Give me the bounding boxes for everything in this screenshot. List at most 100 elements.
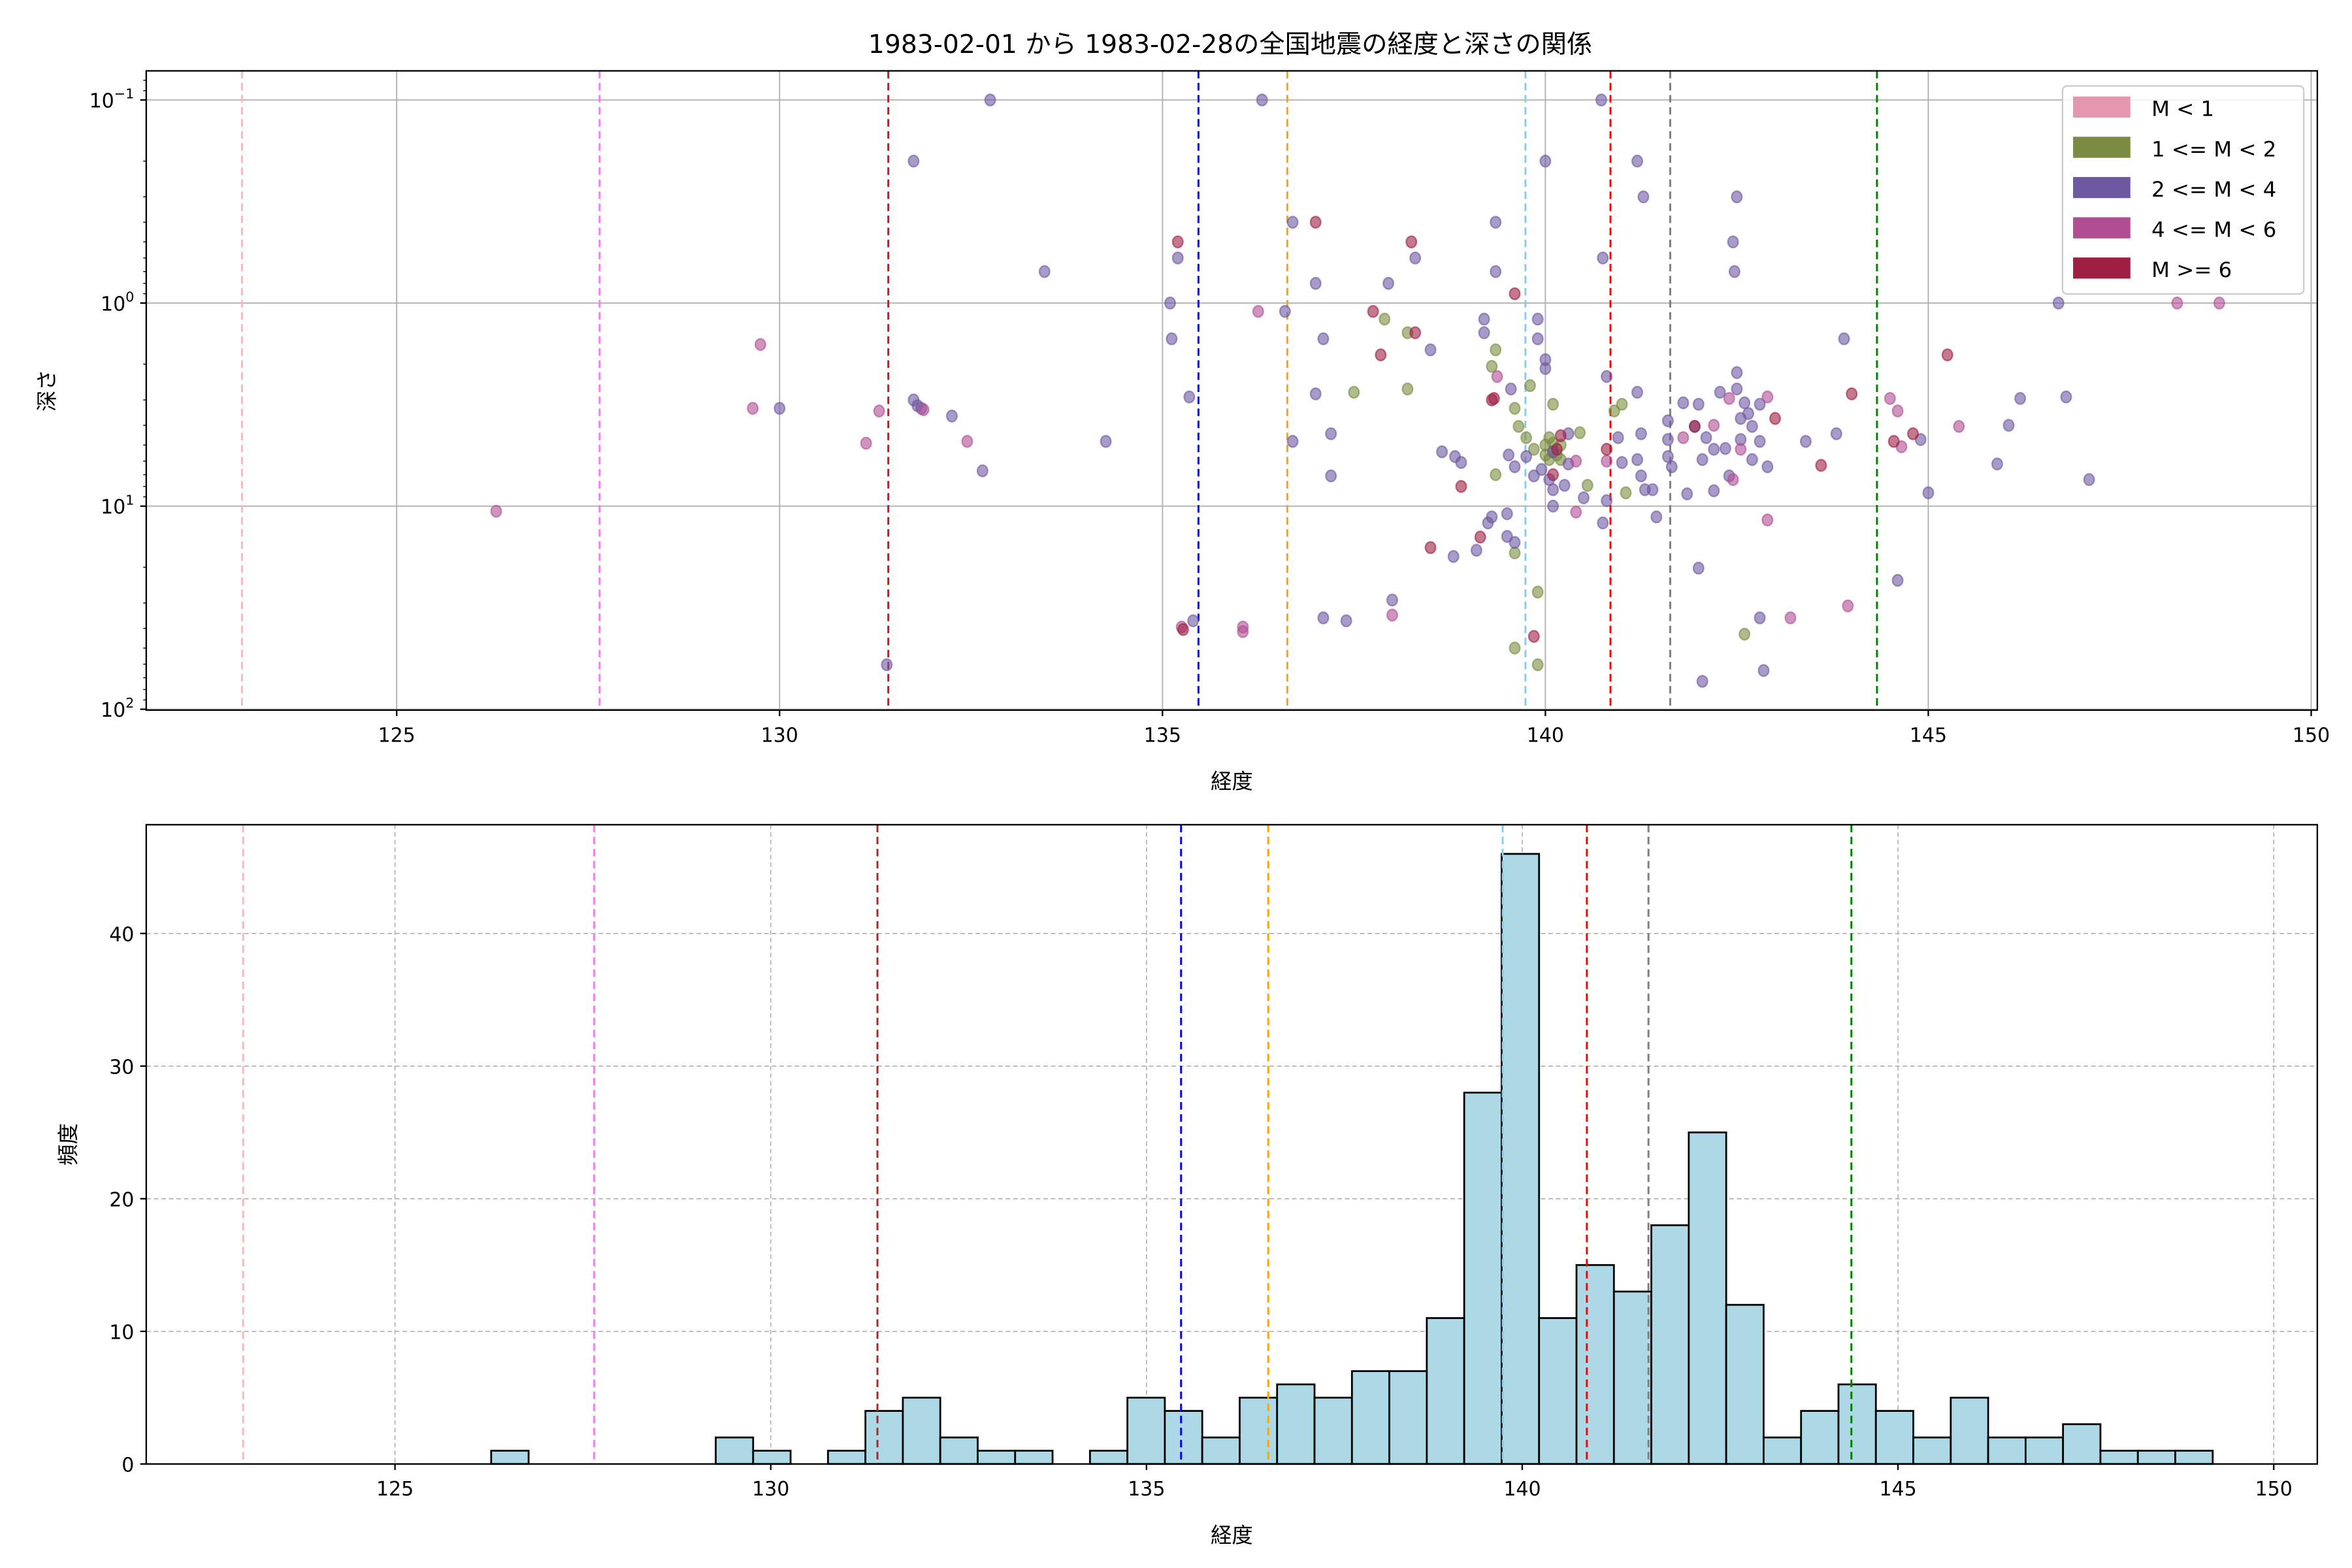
histogram-bar: [1725, 1303, 1765, 1465]
scatter-point: [1424, 541, 1437, 555]
histogram-bar: [1201, 1436, 1241, 1465]
y-axis-label: 深さ: [35, 369, 59, 412]
histogram-bar: [752, 1450, 792, 1465]
scatter-point: [1038, 265, 1051, 278]
scatter-point: [1661, 414, 1674, 427]
scatter-point: [1731, 366, 1743, 380]
scatter-point: [1761, 390, 1774, 404]
legend-label: 4 <= M < 6: [2151, 218, 2276, 242]
y-tick-exponent: 0: [125, 289, 134, 305]
scatter-point: [1409, 326, 1422, 340]
scatter-point: [1535, 463, 1548, 476]
scatter-point: [1601, 370, 1613, 384]
scatter-point: [1488, 391, 1500, 405]
scatter-point: [1524, 379, 1536, 393]
scatter-point: [2171, 296, 2183, 310]
histogram-bar: [1501, 853, 1541, 1465]
scatter-point: [1409, 251, 1422, 265]
scatter-point: [1486, 359, 1498, 373]
scatter-point: [1379, 312, 1391, 326]
histogram-bar: [1388, 1370, 1428, 1465]
histogram-bar: [1612, 1290, 1652, 1465]
scatter-point: [1616, 397, 1628, 411]
scatter-point: [1401, 382, 1414, 396]
scatter-point: [1558, 478, 1571, 492]
scatter-point: [1501, 530, 1513, 543]
scatter-point: [1183, 390, 1196, 404]
scatter-point: [1708, 442, 1720, 456]
scatter-point: [1279, 304, 1291, 318]
histogram-bar: [2025, 1436, 2065, 1465]
scatter-point: [1503, 448, 1515, 462]
scatter-point: [1509, 402, 1521, 415]
histogram-axes: 125 130 135 140 145 150 0 10 20 30 40 経度 頻度: [56, 824, 2319, 1548]
x-tick-label: 125: [378, 724, 416, 747]
scatter-point: [1708, 419, 1720, 432]
legend-swatch: [2073, 217, 2131, 238]
legend-label: 2 <= M < 4: [2151, 177, 2276, 202]
scatter-point: [2083, 473, 2095, 486]
scatter-point: [1727, 235, 1739, 249]
y-tick-base: 10: [101, 699, 125, 722]
scatter-point: [1317, 332, 1330, 346]
scatter-point: [1531, 332, 1544, 346]
scatter-point: [2213, 296, 2225, 310]
scatter-point: [1714, 385, 1726, 399]
scatter-point: [1309, 276, 1322, 290]
scatter-point: [945, 409, 958, 423]
scatter-point: [1539, 154, 1552, 168]
scatter-point: [1597, 251, 1609, 265]
scatter-point: [1286, 434, 1299, 448]
x-tick-label: 130: [761, 724, 798, 747]
scatter-point: [1478, 326, 1490, 340]
scatter-point: [1761, 513, 1774, 527]
y-tick-label: 40: [109, 923, 134, 946]
scatter-point: [873, 404, 885, 417]
scatter-point: [1325, 469, 1337, 483]
scatter-point: [1595, 93, 1607, 106]
scatter-point: [1708, 484, 1720, 498]
scatter-point: [907, 154, 920, 168]
scatter-point: [1520, 431, 1533, 444]
scatter-point: [1746, 453, 1758, 466]
scatter-point: [1799, 434, 1812, 448]
histogram-bar: [1650, 1224, 1690, 1465]
scatter-point: [1723, 391, 1735, 405]
histogram-bar: [1088, 1450, 1128, 1465]
scatter-point: [1661, 433, 1674, 446]
histogram-bar: [2099, 1450, 2139, 1465]
scatter-point: [1177, 623, 1189, 636]
scatter-point: [1681, 487, 1693, 500]
scatter-point: [1728, 265, 1740, 278]
scatter-point: [1171, 251, 1184, 265]
scatter-point: [1237, 625, 1249, 638]
histogram-bar: [1874, 1410, 1914, 1465]
scatter-point: [1608, 404, 1620, 417]
scatter-point: [1692, 561, 1705, 575]
histogram-bar: [490, 1450, 530, 1465]
scatter-point: [1527, 442, 1540, 456]
scatter-point: [1601, 442, 1613, 456]
scatter-point: [1325, 427, 1337, 440]
histogram-bar: [1575, 1264, 1615, 1465]
scatter-point: [1719, 442, 1731, 455]
scatter-point: [2002, 419, 2015, 432]
scatter-point: [1348, 385, 1360, 399]
histogram-bar: [1688, 1131, 1727, 1465]
scatter-point: [1512, 419, 1525, 433]
x-tick-label: 150: [2255, 1478, 2293, 1501]
scatter-point: [1601, 454, 1613, 468]
scatter-point: [1470, 544, 1482, 557]
scatter-point: [1739, 627, 1751, 641]
scatter-point: [1635, 469, 1647, 483]
scatter-point: [1754, 611, 1766, 625]
scatter-point: [1631, 154, 1644, 168]
x-tick-label: 145: [1910, 724, 1947, 747]
histogram-bar: [1126, 1396, 1166, 1465]
scatter-point: [1637, 190, 1650, 204]
scatter-point: [976, 464, 988, 478]
scatter-point: [1891, 574, 1904, 587]
scatter-point: [1700, 431, 1712, 444]
histogram-bar: [1313, 1396, 1353, 1465]
x-tick-label: 140: [1503, 1478, 1541, 1501]
